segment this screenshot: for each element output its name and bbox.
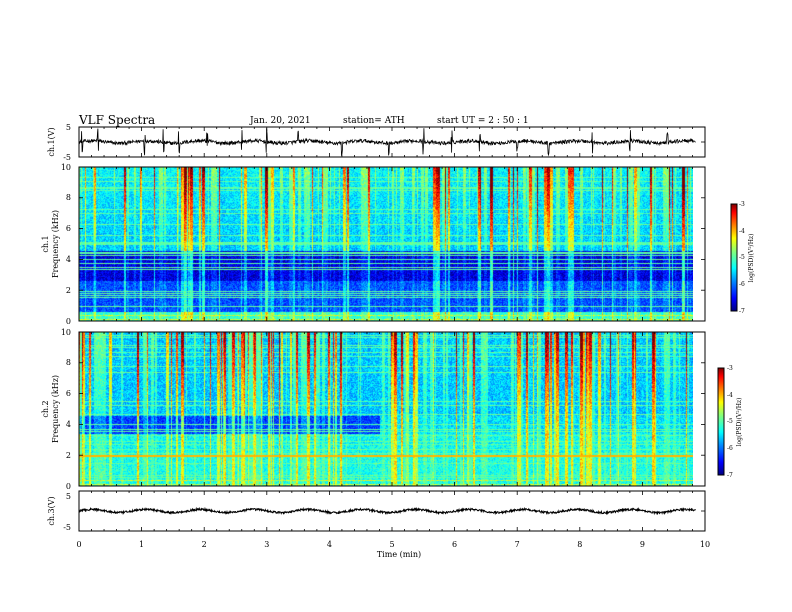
- ch1-spectrogram-ticks: [78, 166, 706, 322]
- time-axis-tick-label: 3: [264, 540, 269, 549]
- header-station: station= ATH: [343, 116, 405, 126]
- time-axis-tick-label: 8: [577, 540, 582, 549]
- ch3-waveform-line: [78, 506, 696, 516]
- ch1-waveform-line: [79, 128, 696, 157]
- ch1-ytick-top: 5: [66, 123, 71, 132]
- header-date: Jan. 20, 2021: [249, 116, 311, 126]
- ch1-ticks: [78, 127, 706, 157]
- ch1-colorbar-tick-minus6: -6: [739, 281, 745, 288]
- ch2-colorbar-tick-minus3: -3: [727, 365, 733, 372]
- ch2-freq-tick-10: 10: [61, 328, 71, 337]
- ch2-freq-tick-6: 6: [66, 389, 71, 398]
- ch1-freq-tick-2: 2: [66, 286, 71, 295]
- time-axis-tick-label: 7: [515, 540, 520, 549]
- ch2-spectrogram-heatmap: [79, 332, 693, 486]
- time-axis-tick-label: 10: [700, 540, 710, 549]
- time-axis-tick-label: 2: [202, 540, 207, 549]
- ch3-waveform-panel: 5 -5 ch.3(V) 0 1 2 3 4 5 6 7 8 9 10 Time (min): [47, 490, 710, 559]
- ch1-spectrogram-ylabel-channel: ch.1: [41, 235, 50, 252]
- ch1-colorbar-tick-minus5: -5: [739, 254, 745, 261]
- ch1-colorbar: [731, 204, 737, 311]
- ch1-colorbar-frame: [730, 203, 738, 312]
- ch1-ylabel: ch.1(V): [47, 127, 56, 156]
- ch2-freq-tick-2: 2: [66, 451, 71, 460]
- time-axis-tick-label: 1: [139, 540, 144, 549]
- ch2-freq-tick-4: 4: [66, 420, 71, 429]
- ch1-colorbar-tick-minus4: -4: [739, 228, 745, 235]
- ch1-colorbar-tick-minus3: -3: [739, 201, 745, 208]
- time-axis-tick-label: 4: [327, 540, 332, 549]
- ch2-colorbar-tick-minus4: -4: [727, 392, 733, 399]
- ch2-colorbar-tick-minus7: -7: [727, 472, 733, 479]
- ch2-colorbar-label: log(PSD)(V²/Hz): [736, 398, 743, 447]
- ch2-spectrogram-panel: 0 2 4 6 8 10 ch.2 Frequency (kHz) -3 -4 …: [41, 328, 743, 491]
- figure-title: VLF Spectra: [78, 113, 155, 127]
- ch3-ytick-bottom: -5: [63, 523, 71, 532]
- ch2-colorbar-tick-minus6: -6: [727, 445, 733, 452]
- ch2-colorbar-tick-minus5: -5: [727, 418, 733, 425]
- ch2-freq-tick-0: 0: [66, 482, 71, 491]
- ch2-spectrogram-ylabel-frequency: Frequency (kHz): [51, 375, 60, 443]
- ch1-colorbar-label: log(PSD)(V²/Hz): [748, 234, 755, 283]
- ch1-waveform-panel: 5 -5 ch.1(V): [47, 123, 706, 162]
- ch1-freq-tick-0: 0: [66, 317, 71, 326]
- ch2-spectrogram-ylabel-channel: ch.2: [41, 400, 50, 417]
- time-axis-tick-label: 0: [76, 540, 81, 549]
- ch1-spectrogram-panel: 0 2 4 6 8 10 ch.1 Frequency (kHz) -3 -4 …: [41, 163, 755, 326]
- ch2-freq-tick-8: 8: [66, 358, 71, 367]
- ch2-spectrogram-ticks: [78, 331, 706, 487]
- ch1-freq-tick-10: 10: [61, 163, 71, 172]
- ch3-ylabel: ch.3(V): [47, 496, 56, 525]
- header-start-time: start UT = 2 : 50 : 1: [437, 116, 529, 126]
- ch3-ticks: [78, 491, 706, 531]
- time-axis-tick-label: 9: [640, 540, 645, 549]
- time-axis-label: Time (min): [377, 550, 421, 559]
- time-axis-tick-labels: 0 1 2 3 4 5 6 7 8 9 10: [76, 540, 710, 549]
- ch1-freq-tick-8: 8: [66, 193, 71, 202]
- time-axis-tick-label: 6: [452, 540, 457, 549]
- ch1-freq-tick-6: 6: [66, 224, 71, 233]
- time-axis-tick-label: 5: [389, 540, 394, 549]
- ch1-freq-tick-4: 4: [66, 255, 71, 264]
- ch1-spectrogram-ylabel-frequency: Frequency (kHz): [51, 210, 60, 278]
- ch1-colorbar-tick-minus7: -7: [739, 308, 745, 315]
- ch2-colorbar: [718, 368, 724, 475]
- ch3-ytick-top: 5: [66, 492, 71, 501]
- ch2-colorbar-frame: [717, 367, 725, 476]
- ch3-waveform-frame: [78, 490, 706, 532]
- ch1-spectrogram-heatmap: [79, 167, 693, 321]
- ch1-ytick-bottom: -5: [63, 153, 71, 162]
